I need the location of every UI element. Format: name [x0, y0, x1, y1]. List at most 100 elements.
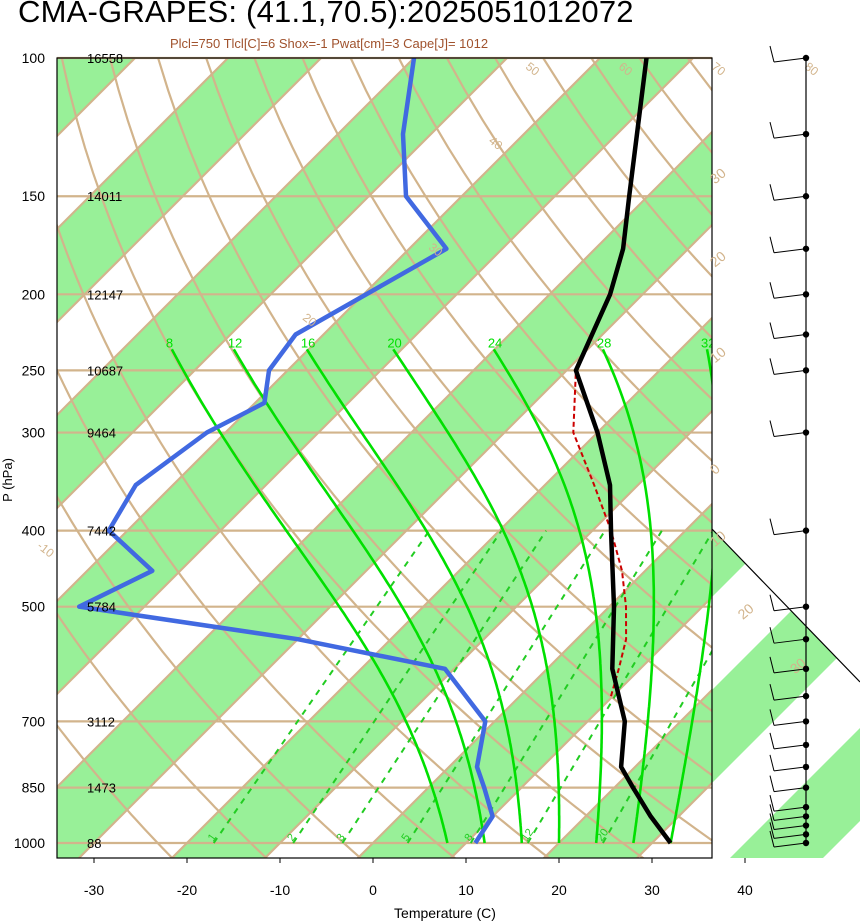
height-label: 10687: [87, 363, 123, 378]
dry-adiabat: [57, 367, 457, 858]
wind-barb-flag: [769, 121, 775, 139]
chart-title: CMA-GRAPES: (41.1,70.5):2025051012072: [18, 0, 634, 29]
wind-barb-shaft: [773, 744, 807, 750]
x-tick-label: -30: [84, 882, 104, 898]
band: [57, 58, 860, 858]
pressure-tick-label: 200: [22, 286, 46, 302]
wind-barb-shaft: [773, 720, 807, 726]
dry-adiabat: [349, 58, 712, 525]
x-tick-label: -20: [177, 882, 197, 898]
mixing-ratio-line: [341, 530, 547, 844]
x-tick-label: 20: [551, 882, 567, 898]
y-axis-title: P (hPa): [0, 458, 15, 502]
isotherm: [263, 409, 712, 858]
mixing-ratio-label: 2: [285, 832, 298, 844]
moist-adiabat-label: 20: [387, 335, 401, 350]
wind-barb-flag: [769, 45, 775, 63]
moist-adiabat: [170, 348, 449, 844]
dry-adiabat-label: -10: [35, 539, 58, 561]
alternating-green-bands: [57, 58, 860, 858]
band: [57, 58, 543, 858]
wind-barb-flag: [769, 594, 775, 611]
wind-barb-flag: [769, 822, 775, 839]
wind-barb-flag: [769, 656, 775, 673]
height-label: 5784: [87, 600, 116, 615]
height-label: 1473: [87, 781, 116, 796]
wind-barb-shaft: [773, 606, 807, 612]
wind-barb-shaft: [773, 787, 807, 793]
wind-barb-shaft: [773, 57, 807, 63]
wind-barb-flag: [769, 754, 775, 772]
wind-barb-shaft: [773, 833, 807, 839]
wind-barb-shaft: [773, 825, 807, 831]
wind-barb-flag: [769, 518, 775, 535]
moist-adiabat-label: 16: [301, 335, 315, 350]
isotherm: [57, 58, 695, 696]
height-label: 7442: [87, 524, 116, 539]
wind-barb-flag: [769, 684, 775, 701]
isotherm: [57, 58, 230, 231]
isotherm: [170, 316, 712, 858]
band: [542, 58, 860, 858]
height-label: 9464: [87, 426, 116, 441]
isotherm-lines: [57, 58, 712, 858]
sounding-profiles: [76, 58, 673, 845]
mixing-ratio-label: 1: [206, 832, 219, 844]
height-label: 88: [87, 836, 101, 851]
wind-barb-flag: [769, 322, 775, 339]
x-tick-label: 30: [644, 882, 660, 898]
dry-adiabat: [205, 58, 712, 713]
wind-barb-flag: [769, 358, 775, 375]
wind-barb-shaft: [773, 248, 807, 254]
x-axis-title: Temperature (C): [394, 905, 496, 921]
wind-barb-flag: [769, 420, 775, 437]
moist-adiabat-label: 28: [597, 335, 611, 350]
dry-adiabat-label: 80: [802, 59, 821, 78]
isotherm: [57, 130, 712, 789]
mixing-ratio-line: [292, 530, 503, 844]
dry-adiabat-label: 20: [300, 310, 319, 329]
pressure-tick-label: 250: [22, 362, 46, 378]
isotherm-edge-label: 20: [734, 600, 756, 622]
isotherm: [57, 58, 602, 603]
dry-adiabat: [108, 58, 712, 842]
wind-barb-shaft: [773, 695, 807, 701]
wind-barb-shaft: [773, 668, 807, 674]
wind-dot: [802, 429, 810, 436]
wind-barb-shaft: [773, 293, 807, 299]
plot-border: [56, 57, 713, 859]
mixing-ratio-line: [406, 530, 606, 844]
pressure-tick-label: 400: [22, 523, 46, 539]
isotherm: [542, 688, 712, 858]
mixing-ratio-label: 8: [462, 832, 475, 844]
mixing-ratio-line: [212, 530, 431, 844]
pressure-tick-label: 300: [22, 425, 46, 441]
wind-barb-flag: [769, 830, 775, 848]
dry-adiabat: [802, 22, 860, 860]
wind-barb-shaft: [773, 195, 807, 201]
isotherm: [77, 223, 712, 858]
isotherm: [449, 595, 712, 858]
mixing-ratio-label: 3: [334, 832, 347, 844]
moist-adiabat: [669, 349, 712, 844]
dry-adiabat: [756, 22, 860, 860]
mixing-ratio-line: [469, 530, 663, 844]
wind-barb-flag: [769, 627, 775, 644]
x-tick-label: 0: [369, 882, 377, 898]
isotherm-edge-label: 0: [707, 460, 723, 477]
dry-adiabat: [57, 611, 268, 858]
dry-adiabat: [57, 494, 363, 858]
band: [57, 58, 357, 858]
pressure-tick-label: 500: [22, 599, 46, 615]
pressure-tick-label: 100: [22, 50, 46, 66]
wind-barb-flag: [769, 732, 775, 750]
dry-adiabat: [57, 222, 551, 858]
moist-adiabat: [232, 348, 486, 844]
moist-adiabat: [392, 348, 561, 843]
moist-adiabat-label: 12: [228, 335, 242, 350]
wind-barb-flag: [769, 804, 775, 821]
wind-dot: [802, 367, 810, 374]
height-label: 14011: [87, 189, 122, 204]
wind-panel-border: [711, 528, 860, 683]
dry-adiabat: [397, 58, 712, 463]
